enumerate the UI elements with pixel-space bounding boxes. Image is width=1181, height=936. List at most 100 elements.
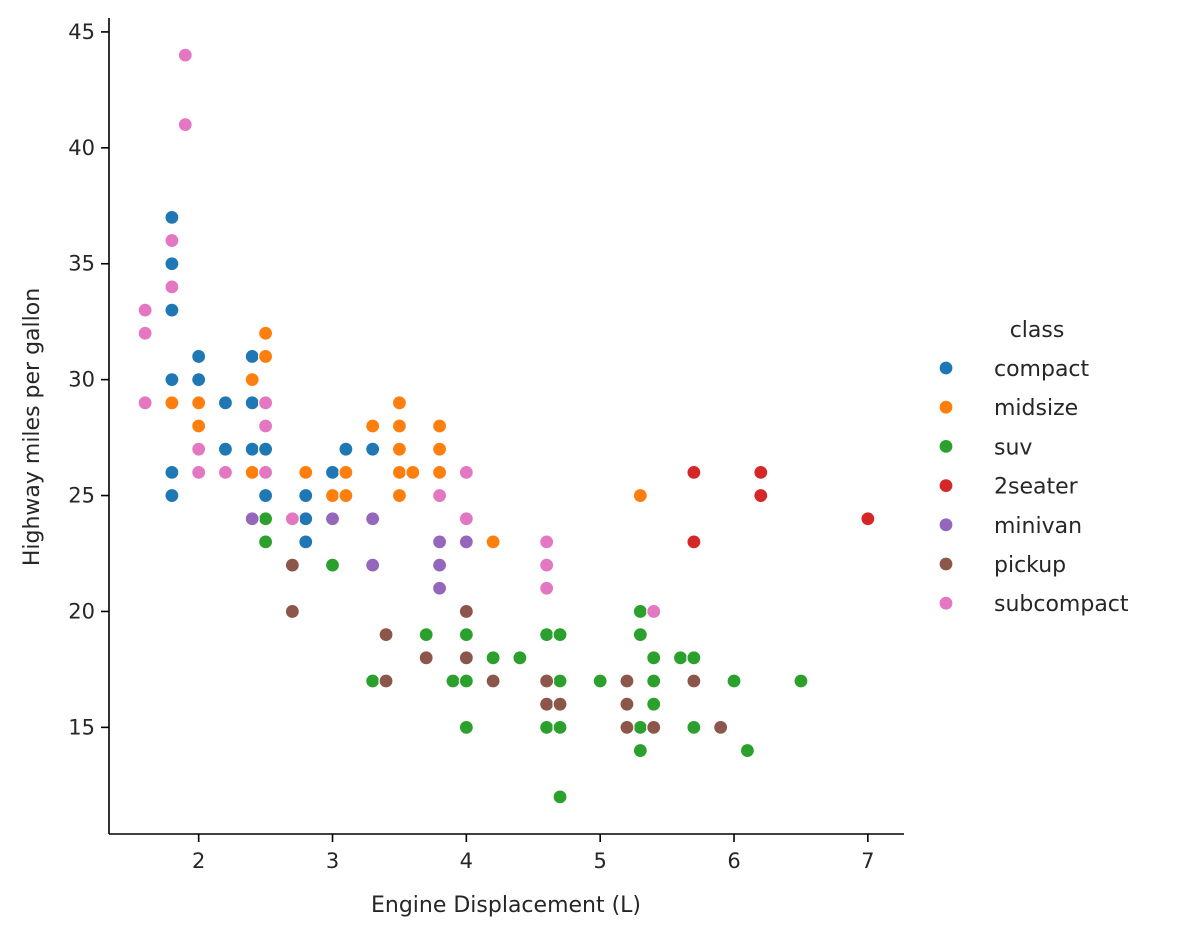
- data-point: [592, 673, 608, 689]
- data-point: [539, 580, 555, 596]
- data-point: [632, 742, 648, 759]
- data-point: [686, 673, 702, 689]
- data-point: [512, 650, 528, 666]
- data-point: [619, 719, 635, 735]
- data-point: [458, 650, 474, 666]
- data-point: [619, 696, 635, 712]
- data-point: [217, 464, 234, 480]
- data-point: [324, 487, 341, 504]
- data-point: [298, 511, 314, 527]
- legend-item-2seater: 2seater: [938, 475, 1079, 500]
- data-point: [405, 464, 421, 480]
- legend-item-midsize: midsize: [938, 396, 1078, 421]
- data-point: [726, 673, 742, 689]
- data-point: [391, 395, 408, 411]
- data-point: [431, 557, 448, 573]
- data-point: [632, 603, 648, 620]
- series-pickup: [284, 557, 729, 735]
- data-point: [646, 603, 662, 620]
- data-point: [646, 673, 662, 689]
- data-point: [391, 464, 408, 480]
- legend-marker: [938, 517, 954, 533]
- data-point: [686, 719, 702, 735]
- data-point: [164, 487, 180, 504]
- data-point: [217, 395, 234, 411]
- data-point: [860, 511, 876, 527]
- data-point: [257, 325, 274, 341]
- y-tick-label: 40: [68, 136, 95, 160]
- data-point: [338, 464, 354, 480]
- data-point: [753, 487, 769, 504]
- data-point: [539, 696, 555, 712]
- y-tick-label: 25: [68, 484, 95, 508]
- y-axis-label: Highway miles per gallon: [20, 288, 45, 566]
- data-point: [164, 302, 180, 318]
- data-point: [632, 627, 648, 643]
- data-point: [431, 580, 448, 596]
- data-point: [191, 464, 207, 480]
- data-point: [458, 534, 474, 550]
- data-point: [431, 464, 448, 480]
- data-point: [191, 441, 207, 457]
- series-midsize: [164, 325, 648, 550]
- data-point: [257, 418, 274, 434]
- legend-item-minivan: minivan: [938, 514, 1082, 539]
- data-point: [191, 348, 207, 365]
- legend-label: compact: [994, 357, 1090, 382]
- data-point: [458, 464, 474, 480]
- data-point: [686, 650, 702, 666]
- data-point: [431, 487, 448, 504]
- data-point: [284, 557, 300, 573]
- x-tick-label: 2: [192, 849, 205, 873]
- data-point: [485, 650, 501, 666]
- data-point: [552, 627, 568, 643]
- data-point: [244, 511, 260, 527]
- legend-label: subcompact: [994, 592, 1129, 617]
- x-tick-label: 7: [861, 849, 874, 873]
- data-point: [418, 627, 434, 643]
- data-point: [539, 673, 555, 689]
- data-point: [458, 603, 474, 620]
- data-point: [713, 719, 729, 735]
- data-point: [244, 395, 260, 411]
- data-point: [164, 395, 180, 411]
- data-point: [391, 418, 408, 434]
- data-point: [458, 719, 474, 735]
- legend-item-suv: suv: [938, 435, 1032, 460]
- data-point: [365, 418, 381, 434]
- data-point: [298, 534, 314, 550]
- data-point: [164, 209, 180, 225]
- x-tick-label: 5: [593, 849, 606, 873]
- data-point: [646, 719, 662, 735]
- data-point: [191, 395, 207, 411]
- data-point: [338, 441, 354, 457]
- data-point: [137, 302, 153, 318]
- data-point: [552, 696, 568, 712]
- data-point: [686, 534, 702, 550]
- legend-title: class: [1010, 318, 1065, 343]
- data-point: [284, 511, 300, 527]
- data-point: [458, 673, 474, 689]
- data-point: [539, 719, 555, 735]
- data-point: [646, 696, 662, 712]
- legend-marker: [938, 478, 954, 494]
- data-point: [431, 418, 448, 434]
- legend-label: 2seater: [994, 475, 1079, 500]
- data-point: [164, 232, 180, 249]
- data-point: [552, 673, 568, 689]
- data-point: [391, 441, 408, 457]
- data-point: [458, 627, 474, 643]
- data-point: [365, 511, 381, 527]
- legend-label: midsize: [994, 396, 1078, 421]
- data-point: [552, 719, 568, 735]
- data-point: [431, 534, 448, 550]
- legend-label: minivan: [994, 514, 1082, 539]
- y-tick-label: 15: [68, 715, 95, 739]
- data-point: [539, 534, 555, 550]
- data-point: [191, 372, 207, 388]
- x-tick-label: 3: [326, 849, 339, 873]
- data-point: [365, 673, 381, 689]
- data-point: [445, 673, 461, 689]
